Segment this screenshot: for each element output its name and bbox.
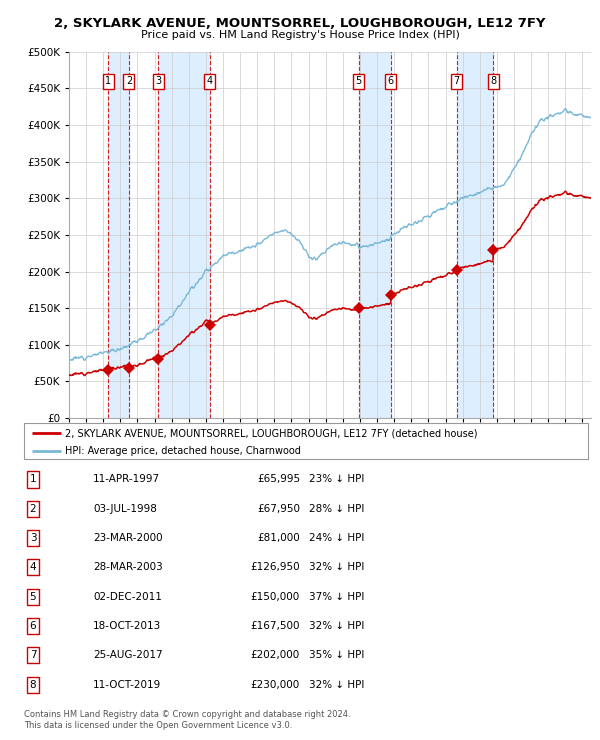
Text: 7: 7 — [29, 650, 37, 660]
Text: 5: 5 — [355, 76, 362, 86]
Text: 6: 6 — [388, 76, 394, 86]
Text: 2, SKYLARK AVENUE, MOUNTSORREL, LOUGHBOROUGH, LE12 7FY (detached house): 2, SKYLARK AVENUE, MOUNTSORREL, LOUGHBOR… — [65, 428, 477, 438]
Text: 2: 2 — [29, 504, 37, 514]
Text: 02-DEC-2011: 02-DEC-2011 — [93, 592, 162, 602]
Text: 35% ↓ HPI: 35% ↓ HPI — [309, 650, 364, 660]
FancyBboxPatch shape — [24, 423, 588, 459]
Text: Contains HM Land Registry data © Crown copyright and database right 2024.: Contains HM Land Registry data © Crown c… — [24, 710, 350, 719]
Text: 11-OCT-2019: 11-OCT-2019 — [93, 679, 161, 690]
Text: 03-JUL-1998: 03-JUL-1998 — [93, 504, 157, 514]
Bar — [108, 52, 129, 418]
Text: 6: 6 — [29, 621, 37, 631]
Text: £202,000: £202,000 — [251, 650, 300, 660]
Text: 32% ↓ HPI: 32% ↓ HPI — [309, 621, 364, 631]
Text: 2, SKYLARK AVENUE, MOUNTSORREL, LOUGHBOROUGH, LE12 7FY: 2, SKYLARK AVENUE, MOUNTSORREL, LOUGHBOR… — [54, 17, 546, 30]
Text: 3: 3 — [29, 533, 37, 543]
Text: 1: 1 — [29, 474, 37, 485]
Text: 4: 4 — [207, 76, 213, 86]
Text: 11-APR-1997: 11-APR-1997 — [93, 474, 160, 485]
Bar — [359, 52, 391, 418]
Text: 4: 4 — [29, 562, 37, 572]
Text: £126,950: £126,950 — [250, 562, 300, 572]
Text: £65,995: £65,995 — [257, 474, 300, 485]
Text: This data is licensed under the Open Government Licence v3.0.: This data is licensed under the Open Gov… — [24, 721, 292, 730]
Text: 8: 8 — [29, 679, 37, 690]
Text: 32% ↓ HPI: 32% ↓ HPI — [309, 679, 364, 690]
Text: 18-OCT-2013: 18-OCT-2013 — [93, 621, 161, 631]
Text: 23% ↓ HPI: 23% ↓ HPI — [309, 474, 364, 485]
Text: 23-MAR-2000: 23-MAR-2000 — [93, 533, 163, 543]
Text: 1: 1 — [105, 76, 111, 86]
Text: 2: 2 — [126, 76, 132, 86]
Text: £167,500: £167,500 — [251, 621, 300, 631]
Text: £81,000: £81,000 — [257, 533, 300, 543]
Text: £150,000: £150,000 — [251, 592, 300, 602]
Bar — [158, 52, 210, 418]
Bar — [457, 52, 493, 418]
Text: £67,950: £67,950 — [257, 504, 300, 514]
Text: 24% ↓ HPI: 24% ↓ HPI — [309, 533, 364, 543]
Text: 8: 8 — [490, 76, 496, 86]
Text: 37% ↓ HPI: 37% ↓ HPI — [309, 592, 364, 602]
Text: Price paid vs. HM Land Registry's House Price Index (HPI): Price paid vs. HM Land Registry's House … — [140, 30, 460, 40]
Text: 7: 7 — [454, 76, 460, 86]
Text: 28-MAR-2003: 28-MAR-2003 — [93, 562, 163, 572]
Text: 28% ↓ HPI: 28% ↓ HPI — [309, 504, 364, 514]
Text: 3: 3 — [155, 76, 161, 86]
Text: 5: 5 — [29, 592, 37, 602]
Text: 25-AUG-2017: 25-AUG-2017 — [93, 650, 163, 660]
Text: £230,000: £230,000 — [251, 679, 300, 690]
Text: HPI: Average price, detached house, Charnwood: HPI: Average price, detached house, Char… — [65, 446, 301, 456]
Text: 32% ↓ HPI: 32% ↓ HPI — [309, 562, 364, 572]
